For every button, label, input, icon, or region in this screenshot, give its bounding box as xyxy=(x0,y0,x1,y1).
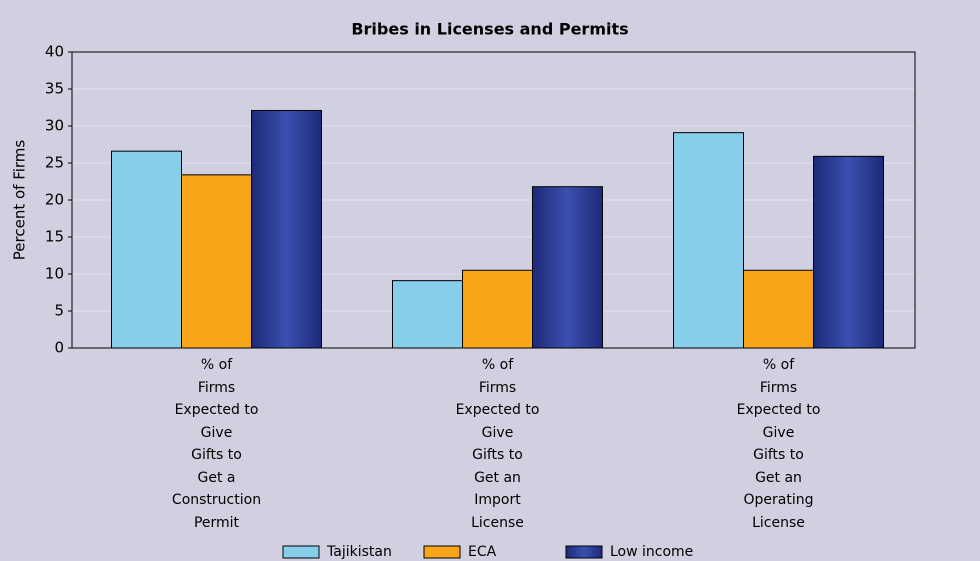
bar xyxy=(532,186,603,349)
y-tick-label: 0 xyxy=(54,339,64,357)
legend-label: Tajikistan xyxy=(326,544,392,560)
y-tick-label: 30 xyxy=(45,117,64,135)
bar xyxy=(111,150,182,349)
y-tick-label: 40 xyxy=(45,43,64,61)
legend-label: Low income xyxy=(610,544,693,560)
x-tick-label: % of Firms Expected to Give Gifts to Get… xyxy=(455,357,540,531)
y-axis-label: Percent of Firms xyxy=(11,140,29,261)
y-tick-label: 10 xyxy=(45,265,64,283)
legend-swatch xyxy=(282,545,320,559)
legend-label: ECA xyxy=(468,544,497,560)
bar xyxy=(462,269,533,349)
bar xyxy=(673,132,744,349)
x-tick-label: % of Firms Expected to Give Gifts to Get… xyxy=(736,357,821,531)
y-tick-label: 20 xyxy=(45,191,64,209)
legend-swatch xyxy=(565,545,603,559)
bar xyxy=(251,109,322,349)
x-tick-label: % of Firms Expected to Give Gifts to Get… xyxy=(171,357,262,531)
bar xyxy=(392,280,463,349)
chart-title: Bribes in Licenses and Permits xyxy=(351,20,628,39)
y-tick-label: 15 xyxy=(45,228,64,246)
y-tick-label: 5 xyxy=(54,302,64,320)
legend-swatch xyxy=(423,545,461,559)
bar xyxy=(813,155,884,349)
bar xyxy=(743,269,814,349)
y-tick-label: 35 xyxy=(45,80,64,98)
bar xyxy=(181,174,252,349)
y-tick-label: 25 xyxy=(45,154,64,172)
